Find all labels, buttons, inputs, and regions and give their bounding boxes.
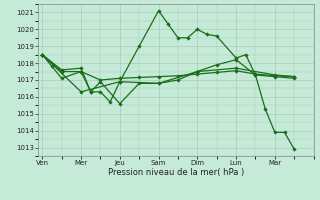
- X-axis label: Pression niveau de la mer( hPa ): Pression niveau de la mer( hPa ): [108, 168, 244, 177]
